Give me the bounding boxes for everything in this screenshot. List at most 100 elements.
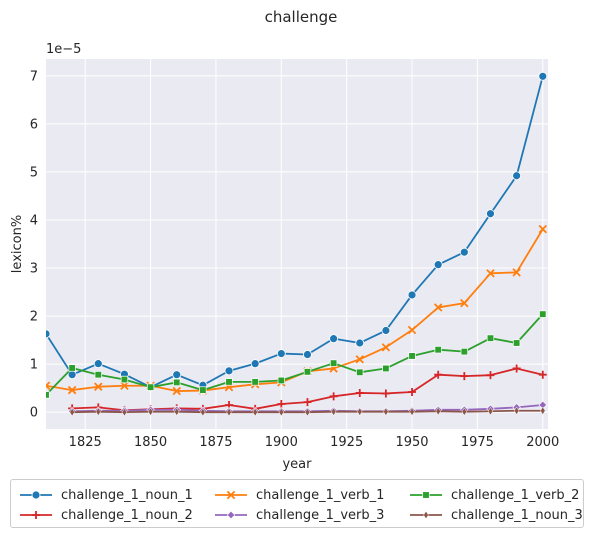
- data-point: [172, 370, 182, 380]
- data-point: [68, 364, 76, 372]
- series-challenge_1_noun_1: [46, 71, 548, 392]
- legend-label: challenge_1_noun_2: [61, 507, 193, 523]
- data-point: [46, 329, 51, 339]
- legend-marker: [423, 510, 429, 520]
- data-point: [94, 371, 102, 379]
- legend-label: challenge_1_verb_1: [256, 487, 385, 503]
- data-point: [173, 378, 181, 387]
- y-axis-label: lexicon%: [10, 215, 25, 273]
- legend-swatch: [215, 510, 247, 520]
- data-point: [382, 364, 390, 373]
- legend-item: challenge_1_verb_1: [214, 485, 384, 505]
- data-point: [251, 378, 259, 386]
- y-tick-label: 5: [30, 165, 38, 180]
- legend-swatch: [410, 491, 442, 499]
- legend: challenge_1_noun_1 challenge_1_verb_1 chal…: [10, 479, 584, 528]
- plot-area: [46, 59, 548, 429]
- y-tick-label: 1: [30, 358, 38, 373]
- x-axis-label: year: [282, 457, 312, 472]
- data-point: [486, 334, 495, 342]
- data-point: [174, 407, 180, 416]
- data-point: [329, 334, 339, 344]
- data-point: [172, 386, 181, 396]
- legend-label: challenge_1_verb_3: [256, 507, 385, 523]
- tick-labels: 1825 1850 1875 1900 1925 1950 1975 2000 0 1 2 3 4 5 6 7: [30, 69, 560, 450]
- x-tick-label: 1825: [69, 435, 102, 450]
- data-point: [408, 388, 417, 396]
- x-tick-label: 1875: [199, 435, 232, 450]
- y-offset-text: 1e−5: [46, 42, 81, 57]
- legend-marker: [226, 510, 236, 520]
- data-point: [381, 389, 390, 398]
- data-point: [278, 407, 285, 417]
- data-point: [512, 339, 521, 347]
- series-layer: [46, 71, 548, 417]
- legend-swatch: [20, 490, 52, 500]
- legend-marker: [31, 490, 41, 500]
- data-point: [356, 368, 364, 376]
- data-point: [355, 338, 365, 348]
- data-point: [355, 388, 364, 397]
- data-point: [303, 350, 312, 359]
- data-point: [512, 171, 522, 181]
- data-point: [329, 392, 338, 401]
- data-point: [252, 407, 258, 417]
- y-tick-label: 4: [30, 213, 38, 228]
- data-point: [461, 407, 468, 416]
- data-point: [303, 368, 312, 376]
- y-tick-label: 3: [30, 262, 38, 277]
- data-point: [513, 406, 520, 416]
- data-point: [460, 298, 469, 308]
- data-point: [408, 352, 416, 360]
- legend-swatch: [20, 511, 52, 519]
- data-point: [381, 326, 391, 335]
- y-tick-label: 0: [30, 406, 38, 421]
- data-point: [486, 209, 495, 219]
- data-point: [433, 303, 443, 312]
- data-point: [486, 269, 495, 278]
- series-challenge_1_noun_3: [69, 406, 546, 417]
- y-tick-label: 7: [30, 69, 38, 84]
- legend-item: challenge_1_verb_3: [214, 505, 384, 525]
- x-tick-label: 2000: [526, 435, 559, 450]
- data-point: [409, 407, 415, 416]
- y-tick-label: 6: [30, 117, 38, 132]
- legend-swatch: [410, 510, 442, 520]
- chart-title: challenge: [265, 8, 338, 26]
- data-point: [330, 407, 337, 416]
- data-point: [120, 381, 129, 390]
- legend-label: challenge_1_verb_2: [451, 487, 580, 503]
- data-point: [407, 290, 417, 300]
- data-point: [538, 224, 548, 234]
- legend-marker: [422, 491, 430, 499]
- data-point: [434, 370, 443, 379]
- data-point: [69, 407, 75, 417]
- data-point: [538, 71, 548, 81]
- data-point: [460, 372, 469, 381]
- data-point: [250, 359, 260, 369]
- data-point: [407, 325, 417, 335]
- data-point: [434, 346, 442, 354]
- legend-marker: [226, 490, 236, 500]
- data-point: [46, 381, 51, 390]
- legend-item: challenge_1_noun_2: [19, 505, 193, 525]
- legend-label: challenge_1_noun_3: [451, 507, 583, 523]
- data-point: [304, 407, 311, 417]
- data-point: [435, 406, 441, 416]
- data-point: [355, 355, 364, 364]
- data-point: [226, 407, 232, 417]
- data-point: [329, 359, 338, 367]
- data-point: [277, 400, 286, 409]
- data-point: [539, 310, 547, 318]
- data-point: [381, 343, 391, 352]
- x-tick-label: 1950: [395, 435, 428, 450]
- data-point: [121, 407, 128, 417]
- data-point: [383, 407, 389, 416]
- data-point: [433, 260, 443, 270]
- data-point: [460, 347, 468, 356]
- data-point: [95, 407, 101, 416]
- data-point: [459, 247, 469, 257]
- x-tick-label: 1975: [461, 435, 494, 450]
- y-tick-label: 2: [30, 310, 38, 325]
